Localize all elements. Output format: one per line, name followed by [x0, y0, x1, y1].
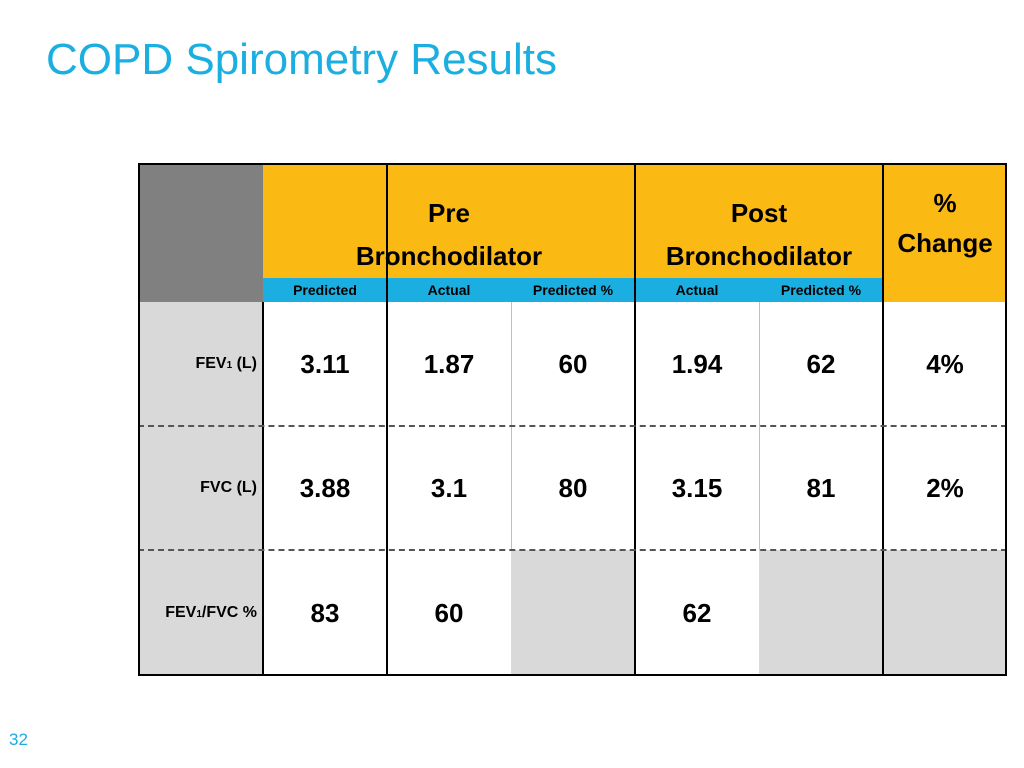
- spirometry-table: Pre Bronchodilator Post Bronchodilator %…: [138, 163, 1007, 676]
- row-label-fvc: FVC (L): [138, 426, 263, 550]
- header-post-bronchodilator: Post Bronchodilator: [635, 163, 883, 278]
- fvc-post-actual: 3.15: [635, 426, 759, 550]
- header-post-line2: Bronchodilator: [665, 240, 853, 271]
- row-label-fev1: FEV 1 (L): [138, 302, 263, 426]
- separator-vertical: [386, 163, 388, 676]
- header-pre-line1: Pre: [428, 197, 470, 228]
- fev1-post-predicted-percent: 62: [759, 302, 883, 426]
- header-change-line2: Change: [897, 227, 993, 258]
- subheader-post-predicted-percent: Predicted %: [759, 278, 883, 302]
- fev1-pre-actual: 1.87: [387, 302, 511, 426]
- fev1-post-actual: 1.94: [635, 302, 759, 426]
- row-label-fev1-rest: (L): [232, 355, 257, 372]
- row-label-fev1-fvc-ratio: FEV 1/FVC %: [138, 550, 263, 676]
- ratio-pre-predicted-percent-empty: [511, 550, 635, 676]
- subheader-post-actual: Actual: [635, 278, 759, 302]
- ratio-predicted: 83: [263, 550, 387, 676]
- fvc-post-predicted-percent: 81: [759, 426, 883, 550]
- fvc-pre-actual: 3.1: [387, 426, 511, 550]
- header-percent-change: % Change: [883, 163, 1007, 302]
- row-label-fev1-sub: 1: [226, 359, 233, 371]
- header-pre-bronchodilator: Pre Bronchodilator: [263, 163, 635, 278]
- separator-row-dashed: [138, 425, 1007, 427]
- row-label-fev1-main: FEV: [195, 355, 227, 372]
- header-change-line1: %: [933, 187, 957, 218]
- ratio-pre-actual: 60: [387, 550, 511, 676]
- ratio-percent-change-empty: [883, 550, 1007, 676]
- row-label-ratio-rest: /FVC %: [201, 604, 257, 621]
- fvc-pre-predicted-percent: 80: [511, 426, 635, 550]
- fvc-percent-change: 2%: [883, 426, 1007, 550]
- row-label-ratio-main: FEV: [165, 604, 197, 621]
- header-pre-line2: Bronchodilator: [355, 240, 543, 271]
- table-corner: [138, 163, 263, 302]
- header-post-line1: Post: [730, 197, 788, 228]
- fvc-predicted: 3.88: [263, 426, 387, 550]
- fev1-predicted: 3.11: [263, 302, 387, 426]
- separator-row-dashed: [138, 549, 1007, 551]
- fev1-pre-predicted-percent: 60: [511, 302, 635, 426]
- subheader-predicted: Predicted: [263, 278, 387, 302]
- ratio-post-actual: 62: [635, 550, 759, 676]
- subheader-pre-predicted-percent: Predicted %: [511, 278, 635, 302]
- slide-title: COPD Spirometry Results: [46, 35, 558, 84]
- page-number: 32: [9, 730, 28, 749]
- ratio-post-predicted-percent-empty: [759, 550, 883, 676]
- row-label-fvc-main: FVC (L): [200, 479, 257, 496]
- separator-vertical: [262, 302, 264, 676]
- separator-vertical: [882, 163, 884, 676]
- row-label-ratio-sub: 1: [196, 608, 202, 620]
- subheader-pre-actual: Actual: [387, 278, 511, 302]
- separator-vertical: [634, 163, 636, 676]
- fev1-percent-change: 4%: [883, 302, 1007, 426]
